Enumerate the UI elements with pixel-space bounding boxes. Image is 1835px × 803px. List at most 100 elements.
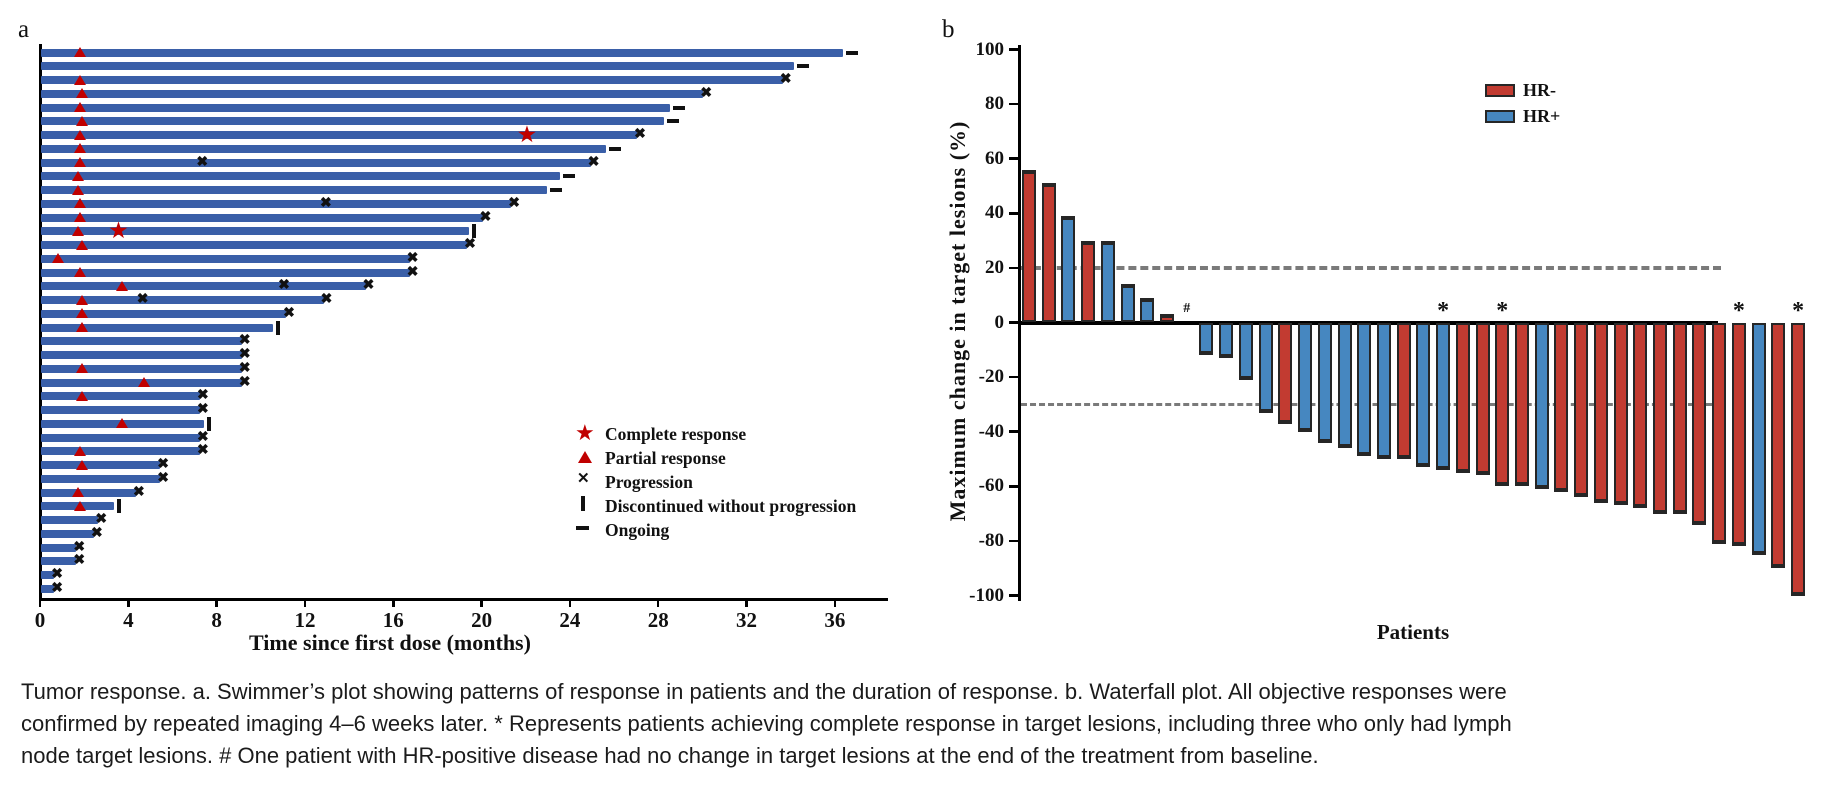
- reference-line-plus20: [1021, 266, 1721, 270]
- partial-response-triangle-marker: [75, 115, 88, 126]
- progression-x-end-marker: ✖: [508, 195, 521, 211]
- progression-x-marker: ✖: [136, 292, 149, 308]
- progression-x-end-marker: ✖: [464, 237, 476, 253]
- progression-x-end-marker: ✖: [73, 539, 86, 555]
- legend-hr-negative: HR-: [1523, 80, 1556, 100]
- y-tick-label: -20: [978, 366, 1004, 388]
- progression-x-end-marker: ✖: [90, 525, 103, 541]
- progression-x-end-marker: ✖: [196, 443, 209, 459]
- waterfall-bar-hr-positive: [1298, 322, 1313, 432]
- waterfall-bar-hr-negative: [1791, 322, 1806, 596]
- waterfall-bar-hr-positive: [1436, 322, 1451, 470]
- progression-x-end-marker: ✖: [95, 512, 108, 528]
- waterfall-bar-hr-positive: [1238, 322, 1253, 380]
- x-tick-label: 8: [211, 608, 222, 632]
- swimmer-bar: [41, 447, 200, 456]
- discontinued-tick-marker: [275, 320, 280, 335]
- swimmer-bar: [41, 584, 55, 593]
- waterfall-bar-hr-positive: [1357, 322, 1372, 457]
- hr-negative-swatch: [1485, 84, 1515, 97]
- swimmer-bar: [41, 351, 242, 360]
- ongoing-dash-icon: [576, 526, 589, 530]
- discontinued-tick-marker: [207, 416, 212, 431]
- x-tick-label: 16: [382, 608, 404, 632]
- swimmer-bar: [41, 516, 99, 525]
- progression-x-end-marker: ✖: [238, 360, 251, 376]
- legend-partial-response: Partial response: [605, 448, 726, 468]
- swimmer-bar: [41, 268, 410, 277]
- y-tick: [1009, 102, 1018, 106]
- swimmer-x-axis: [39, 598, 888, 601]
- discontinued-tick-marker: [116, 499, 121, 514]
- legend-progression: Progression: [605, 472, 693, 492]
- complete-response-asterisk: *: [1437, 297, 1450, 324]
- progression-x-end-marker: ✖: [320, 292, 333, 308]
- discontinued-tick-marker: [472, 224, 477, 239]
- x-tick: [656, 598, 660, 607]
- progression-x-end-marker: ✖: [238, 333, 251, 349]
- swimmer-bar: [41, 76, 783, 85]
- waterfall-bar-hr-negative: [1574, 322, 1589, 498]
- partial-response-triangle-marker: [137, 377, 150, 388]
- partial-response-triangle-marker: [75, 294, 88, 305]
- swimmer-bar: [41, 158, 591, 167]
- partial-response-triangle-marker: [51, 253, 64, 264]
- partial-response-triangle-marker: [73, 129, 86, 140]
- progression-x-end-marker: ✖: [362, 278, 375, 294]
- y-tick: [1009, 375, 1018, 379]
- partial-response-triangle-marker: [71, 487, 84, 498]
- swimmer-bar: [41, 323, 273, 332]
- progression-x-end-marker: ✖: [51, 567, 63, 583]
- y-tick: [1009, 539, 1018, 543]
- partial-response-triangle-marker: [73, 74, 86, 85]
- progression-x-end-marker: ✖: [196, 429, 209, 445]
- partial-response-triangle-marker: [73, 143, 86, 154]
- figure-caption: Tumor response. a. Swimmer’s plot showin…: [21, 676, 1821, 772]
- swimmer-bar: [41, 117, 664, 126]
- partial-response-triangle-marker: [115, 418, 128, 429]
- ongoing-dash-marker: [562, 174, 575, 179]
- partial-response-triangle-marker: [75, 88, 88, 99]
- y-tick: [1009, 485, 1018, 488]
- y-tick-label: -100: [969, 584, 1004, 606]
- x-tick-label: 32: [736, 608, 758, 632]
- waterfall-bar-hr-negative: [1495, 322, 1510, 487]
- y-tick-label: 80: [985, 93, 1004, 115]
- x-tick: [833, 598, 837, 607]
- progression-x-end-marker: ✖: [283, 305, 295, 321]
- swimmer-bar: [41, 557, 77, 566]
- partial-response-triangle-marker: [73, 500, 86, 511]
- caption-line-2: confirmed by repeated imaging 4–6 weeks …: [21, 711, 1512, 736]
- y-tick: [1009, 594, 1018, 597]
- swimmer-plot: ✖ ✖ ★ ✖ ✖ ✖ ✖ ✖ ✖ ★ ✖ ✖ ✖ ✖ ✖ ✖ ✖ ✖ ✖ ✖ ✖ ✖ ✖ ✖ ✖ ✖ ✖ ✖ ✖ ✖ ✖ ✖ ✖ ✖ ✖ 0 4 8 12…: [0, 0, 900, 660]
- panel-b-label: b: [942, 16, 955, 43]
- swimmer-bar: [41, 543, 77, 552]
- waterfall-bar-hr-negative: [1771, 322, 1786, 569]
- partial-response-triangle-marker: [71, 225, 84, 236]
- waterfall-bar-hr-negative: [1278, 322, 1293, 424]
- progression-x-end-marker: ✖: [157, 457, 169, 473]
- complete-response-star-marker: ★: [517, 124, 536, 147]
- swimmer-legend: ★ Complete response Partial response ✕ P…: [575, 420, 875, 550]
- progression-x-end-marker: ✖: [238, 374, 251, 390]
- waterfall-bar-hr-negative: [1455, 322, 1470, 473]
- x-tick-label: 4: [123, 608, 134, 632]
- waterfall-bar-hr-negative: [1593, 322, 1608, 503]
- progression-x-end-marker: ✖: [132, 484, 145, 500]
- x-tick: [38, 598, 42, 607]
- complete-response-star-icon: ★: [575, 420, 595, 445]
- progression-x-end-marker: ✖: [51, 580, 63, 596]
- discontinued-tick-icon: [581, 496, 585, 511]
- swimmer-bar: [41, 48, 843, 57]
- partial-response-triangle-marker: [73, 445, 86, 456]
- swimmer-bar: [41, 309, 287, 318]
- waterfall-bar-hr-negative: [1672, 322, 1687, 514]
- caption-line-3: node target lesions. # One patient with …: [21, 743, 1319, 768]
- complete-response-star-marker: ★: [109, 220, 128, 243]
- progression-x-marker: ✖: [278, 278, 290, 294]
- y-tick-label: 40: [985, 202, 1004, 224]
- x-tick-label: 0: [34, 608, 46, 632]
- progression-x-end-marker: ✖: [196, 388, 209, 404]
- swimmer-bar: [41, 364, 242, 373]
- partial-response-triangle-marker: [71, 170, 84, 181]
